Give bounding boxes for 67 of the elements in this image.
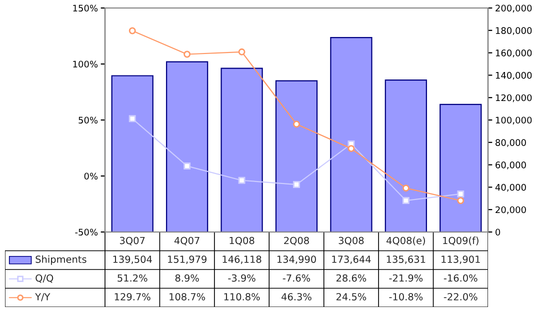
y2-tick-label: 100,000	[496, 116, 532, 124]
point	[293, 120, 300, 128]
legend-label: Shipments	[36, 255, 86, 265]
data-label: 110.8%	[224, 293, 260, 300]
data-label: 113,901	[442, 256, 480, 264]
point	[402, 197, 410, 204]
point	[402, 184, 410, 192]
y2-tick-label: 0	[496, 228, 500, 236]
x-tick-label: 4Q07	[174, 236, 200, 246]
data-label: 8.9%	[175, 274, 199, 282]
point	[184, 162, 191, 170]
y-tick-label: -50%	[75, 228, 98, 236]
legend-label: Y/Y	[35, 293, 50, 302]
data-label: 46.3%	[282, 293, 312, 300]
data-label: 28.6%	[336, 274, 366, 282]
point	[128, 27, 136, 34]
bar	[166, 61, 208, 232]
point	[184, 50, 191, 58]
point	[457, 197, 464, 204]
point	[457, 190, 464, 198]
x-tick-label: 2Q08	[284, 236, 309, 246]
y2-tick-label: 160,000	[496, 50, 532, 58]
y2-tick-label: 20,000	[496, 206, 526, 214]
point	[238, 176, 246, 184]
data-label: 135,631	[386, 256, 426, 264]
data-label: -16.0%	[444, 274, 478, 282]
bar	[384, 80, 427, 232]
data-label: 108.7%	[170, 293, 206, 300]
x-tick-label: 3Q08	[338, 236, 364, 246]
y2-tick-label: 120,000	[496, 94, 532, 102]
data-label: -3.9%	[228, 274, 256, 282]
bar	[275, 80, 318, 232]
data-label: 139,504	[113, 256, 152, 264]
y2-tick-label: 140,000	[496, 72, 532, 80]
point	[293, 181, 300, 188]
x-tick-label: 4Q08(e)	[386, 236, 425, 246]
data-label: 51.2%	[118, 274, 148, 282]
bar	[440, 104, 482, 232]
x-tick-label: 1Q09(f)	[443, 236, 478, 246]
x-tick-label: 1Q08	[230, 236, 254, 246]
point	[348, 145, 355, 152]
data-label: 151,979	[168, 256, 206, 264]
data-label: 134,990	[277, 256, 316, 264]
data-label: 146,118	[222, 256, 262, 264]
y2-tick-label: 180,000	[496, 27, 532, 35]
point	[238, 48, 246, 56]
bar	[111, 75, 154, 232]
data-label: 24.5%	[336, 293, 366, 300]
y2-tick-label: 200,000	[496, 4, 532, 12]
data-label: -7.6%	[282, 274, 310, 282]
y2-tick-label: 80,000	[496, 139, 526, 147]
data-label: 173,644	[332, 256, 371, 264]
data-label: -22.0%	[444, 293, 478, 300]
y-tick-label: 150%	[73, 4, 98, 12]
bar	[220, 68, 263, 232]
y-tick-label: 50%	[78, 116, 98, 124]
y2-tick-label: 40,000	[495, 184, 526, 192]
bar	[330, 36, 372, 232]
legend-label: Q/Q	[36, 274, 54, 283]
y-tick-label: 100%	[73, 60, 98, 68]
data-label: -21.9%	[389, 274, 423, 282]
y-tick-label: 0%	[84, 172, 98, 180]
y2-tick-label: 60,000	[496, 162, 526, 170]
data-label: 129.7%	[114, 293, 150, 300]
data-label: -10.8%	[389, 293, 423, 300]
point	[128, 115, 136, 122]
x-tick-label: 3Q07	[120, 236, 145, 246]
